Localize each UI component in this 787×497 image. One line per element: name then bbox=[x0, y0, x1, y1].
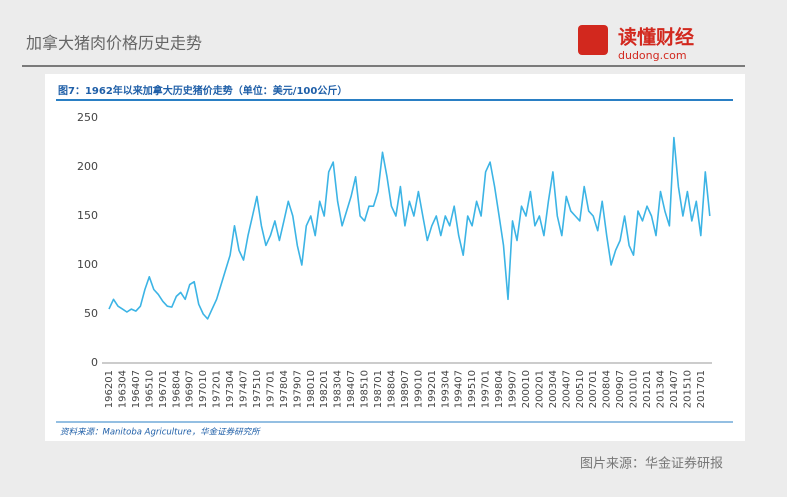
x-tick-label: 196407 bbox=[131, 370, 142, 408]
x-tick-label: 199304 bbox=[440, 370, 451, 408]
x-tick-label: 197804 bbox=[279, 370, 290, 408]
x-tick-label: 196304 bbox=[117, 370, 128, 408]
chart-panel bbox=[45, 74, 745, 441]
x-tick-label: 198907 bbox=[400, 370, 411, 408]
x-tick-label: 200701 bbox=[588, 370, 599, 408]
x-tick-label: 200804 bbox=[602, 370, 613, 408]
x-tick-label: 199804 bbox=[494, 370, 505, 408]
x-tick-label: 200907 bbox=[615, 370, 626, 408]
logo-text: 读懂财经 bbox=[618, 26, 694, 49]
price-line bbox=[108, 136, 711, 320]
y-tick-label: 50 bbox=[84, 307, 98, 320]
x-tick-label: 198304 bbox=[333, 370, 344, 408]
x-tick-label: 198510 bbox=[360, 370, 371, 408]
x-tick-label: 201010 bbox=[629, 370, 640, 408]
x-tick-label: 201201 bbox=[642, 370, 653, 408]
x-tick-label: 198407 bbox=[346, 370, 357, 408]
x-tick-label: 200510 bbox=[575, 370, 586, 408]
x-tick-label: 196907 bbox=[185, 370, 196, 408]
x-tick-label: 196510 bbox=[144, 370, 155, 408]
logo-icon bbox=[578, 25, 608, 55]
x-tick-label: 201701 bbox=[696, 370, 707, 408]
x-tick-label: 196701 bbox=[158, 370, 169, 408]
x-tick-label: 199201 bbox=[427, 370, 438, 408]
x-tick-label: 198804 bbox=[386, 370, 397, 408]
x-tick-label: 198201 bbox=[319, 370, 330, 408]
x-tick-label: 200010 bbox=[521, 370, 532, 408]
x-tick-label: 199510 bbox=[467, 370, 478, 408]
x-tick-label: 197701 bbox=[265, 370, 276, 408]
x-tick-label: 197510 bbox=[252, 370, 263, 408]
x-tick-label: 199907 bbox=[508, 370, 519, 408]
x-tick-label: 197010 bbox=[198, 370, 209, 408]
y-tick-label: 0 bbox=[91, 356, 98, 369]
x-tick-label: 200201 bbox=[534, 370, 545, 408]
x-tick-label: 197407 bbox=[239, 370, 250, 408]
y-tick-label: 200 bbox=[77, 160, 98, 173]
chart-source: 资料来源：Manitoba Agriculture，华金证券研究所 bbox=[60, 427, 261, 438]
y-tick-label: 100 bbox=[77, 258, 98, 271]
x-tick-label: 201510 bbox=[682, 370, 693, 408]
header-title: 加拿大猪肉价格历史走势 bbox=[26, 34, 202, 53]
x-tick-label: 198010 bbox=[306, 370, 317, 408]
x-tick-label: 201407 bbox=[669, 370, 680, 408]
x-tick-label: 200304 bbox=[548, 370, 559, 408]
y-tick-label: 150 bbox=[77, 209, 98, 222]
chart-title: 图7：1962年以来加拿大历史猪价走势（单位：美元/100公斤） bbox=[58, 84, 347, 97]
x-tick-label: 196201 bbox=[104, 370, 115, 408]
x-tick-label: 199010 bbox=[413, 370, 424, 408]
x-tick-label: 197304 bbox=[225, 370, 236, 408]
x-tick-label: 201304 bbox=[655, 370, 666, 408]
x-tick-label: 199701 bbox=[481, 370, 492, 408]
x-tick-label: 197907 bbox=[292, 370, 303, 408]
x-tick-label: 198701 bbox=[373, 370, 384, 408]
x-tick-label: 200407 bbox=[561, 370, 572, 408]
logo-site: dudong.com bbox=[618, 49, 687, 62]
y-tick-label: 250 bbox=[77, 111, 98, 124]
x-tick-label: 196804 bbox=[171, 370, 182, 408]
image-credit: 图片来源：华金证券研报 bbox=[580, 456, 723, 472]
x-tick-label: 199407 bbox=[454, 370, 465, 408]
x-tick-label: 197201 bbox=[212, 370, 223, 408]
